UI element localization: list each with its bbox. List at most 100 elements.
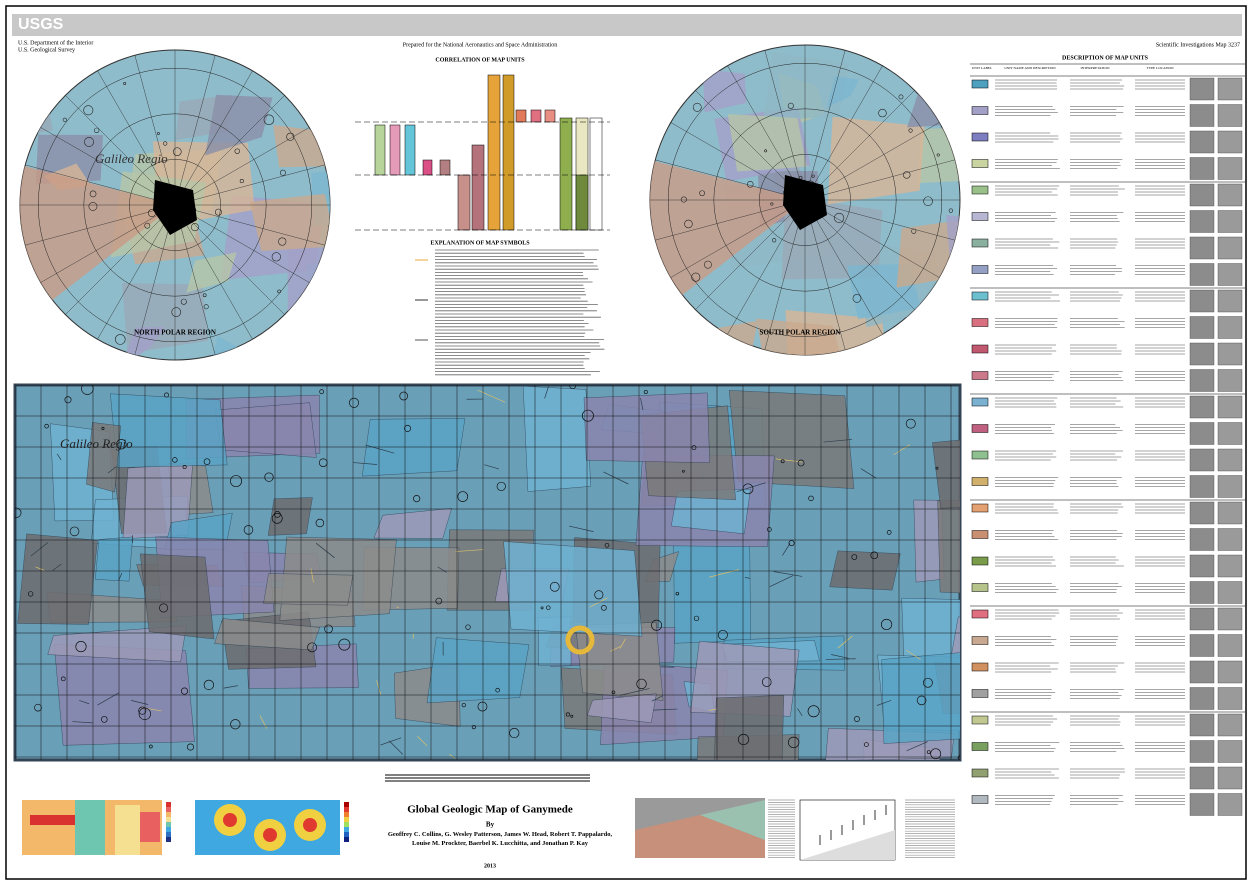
crater <box>148 744 153 749</box>
crater <box>880 618 893 631</box>
region <box>110 393 228 468</box>
crater <box>202 293 207 298</box>
crater <box>315 518 325 528</box>
title: Global Geologic Map of Ganymede <box>407 804 573 816</box>
crater <box>807 705 820 718</box>
groove <box>823 439 853 443</box>
unit-box <box>589 117 603 231</box>
unit-box <box>502 74 515 231</box>
crater <box>307 642 317 653</box>
legend-swatch <box>344 817 349 822</box>
unit-swatch <box>971 662 989 672</box>
thumbnail <box>1189 289 1215 313</box>
region <box>249 193 330 252</box>
region <box>522 385 591 492</box>
by: By <box>486 821 495 829</box>
groove <box>259 715 268 729</box>
region <box>827 116 925 205</box>
thumbnail <box>1217 130 1243 154</box>
crater <box>27 591 34 597</box>
meridian <box>65 204 176 315</box>
crater <box>164 392 170 398</box>
groove <box>906 649 921 660</box>
region <box>95 536 133 582</box>
thumbnail <box>1217 422 1243 445</box>
crater <box>230 475 243 488</box>
crater <box>114 334 126 345</box>
crater <box>957 755 960 760</box>
thumbnail <box>1217 634 1243 657</box>
unit-swatch <box>971 768 989 778</box>
crater <box>156 132 160 135</box>
crater <box>75 641 87 653</box>
groove <box>118 572 123 581</box>
survey: U.S. Geological Survey <box>18 47 75 53</box>
image-region <box>635 815 765 858</box>
region <box>426 637 530 704</box>
legend-swatch <box>344 832 349 837</box>
groove <box>640 397 644 411</box>
groove <box>455 549 484 552</box>
region <box>267 497 313 536</box>
thumbnail <box>1217 77 1243 101</box>
crater <box>94 127 100 133</box>
groove <box>653 708 678 711</box>
crater <box>190 223 199 232</box>
unit-box <box>575 174 589 231</box>
groove <box>619 688 650 696</box>
crater <box>693 615 700 622</box>
thumbnail <box>1189 236 1215 260</box>
unit-swatch <box>971 742 989 751</box>
unit-box <box>559 117 573 231</box>
meridian <box>764 50 806 201</box>
crater <box>746 180 754 188</box>
region <box>17 533 98 625</box>
crater <box>239 179 244 184</box>
meridian <box>174 204 216 355</box>
crater <box>509 727 520 739</box>
unit-swatch <box>971 503 989 513</box>
crater <box>465 624 471 630</box>
thumbnail <box>1217 554 1243 578</box>
thumbnail <box>1217 607 1243 631</box>
unit-swatch <box>971 291 989 301</box>
groove <box>449 754 456 759</box>
region <box>361 418 466 477</box>
meridian <box>174 55 216 206</box>
crater <box>863 742 869 748</box>
crater <box>271 512 283 524</box>
unit-box <box>530 109 542 123</box>
groove <box>30 542 49 557</box>
crater <box>675 591 680 596</box>
groove <box>380 737 402 746</box>
crater <box>159 603 169 613</box>
crater <box>186 743 195 751</box>
groove <box>388 740 404 755</box>
meridian <box>174 204 310 283</box>
thumbnail <box>1189 104 1215 127</box>
crater <box>172 457 178 463</box>
thumbnail <box>1217 183 1243 207</box>
authors-box: Geoffrey C. Collins, G. Wesley Patterson… <box>388 831 612 847</box>
region <box>881 652 960 744</box>
groove <box>831 654 849 659</box>
unit-swatch <box>971 106 989 115</box>
crater <box>780 459 785 464</box>
crater <box>274 511 281 518</box>
thumbnail <box>1217 581 1243 604</box>
groove <box>353 462 378 465</box>
crater <box>594 590 604 600</box>
crater <box>404 424 412 432</box>
thumbnail <box>1189 263 1215 286</box>
series: Scientific Investigations Map 3237 <box>1156 41 1240 48</box>
region <box>47 625 187 663</box>
unit-box <box>439 159 451 176</box>
crater <box>338 638 351 651</box>
crater <box>84 137 94 147</box>
meridian <box>134 55 176 206</box>
inset-region <box>263 828 277 842</box>
region <box>756 318 847 355</box>
region <box>727 114 807 172</box>
thumbnail <box>1189 634 1215 657</box>
unit-box <box>471 144 485 231</box>
